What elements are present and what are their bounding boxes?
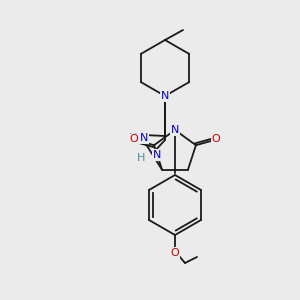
Text: N: N: [140, 133, 148, 143]
Text: H: H: [129, 133, 137, 143]
Text: O: O: [171, 248, 179, 258]
Text: O: O: [130, 134, 139, 144]
Text: H: H: [136, 153, 145, 163]
Text: N: N: [161, 91, 169, 101]
Text: N: N: [153, 150, 161, 160]
Text: O: O: [212, 134, 220, 144]
Text: N: N: [171, 125, 179, 135]
